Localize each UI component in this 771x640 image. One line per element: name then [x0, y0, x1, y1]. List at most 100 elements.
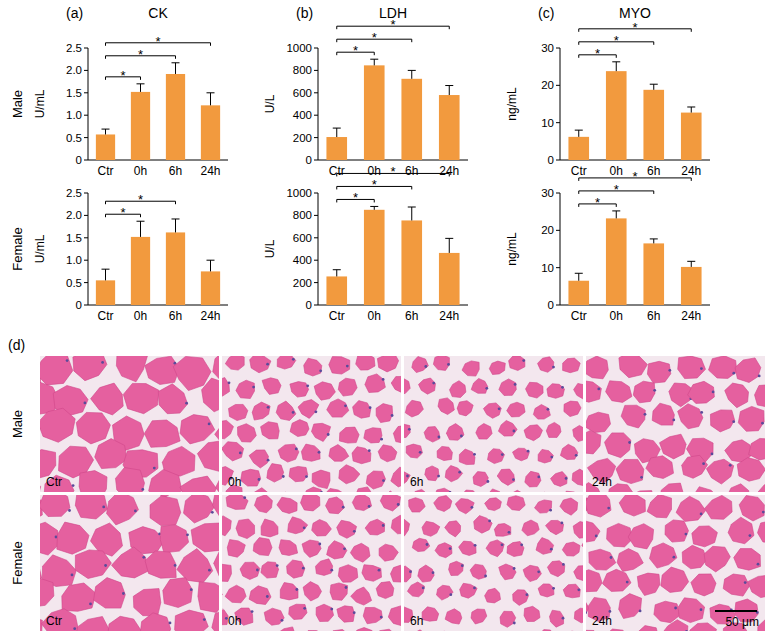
muscle-fiber	[252, 402, 270, 420]
nucleus	[644, 413, 647, 416]
x-tick-label: 6h	[405, 164, 418, 178]
nucleus	[639, 610, 642, 613]
nucleus	[318, 451, 321, 454]
muscle-fiber	[264, 608, 284, 625]
nucleus	[508, 531, 511, 534]
bar	[568, 137, 589, 160]
x-tick-label: 6h	[169, 309, 182, 323]
error-stem	[175, 63, 176, 74]
bar	[201, 271, 220, 305]
muscle-fiber	[661, 620, 688, 631]
error-stem	[578, 273, 579, 280]
muscle-fiber	[758, 521, 766, 544]
error-stem	[449, 86, 450, 96]
error-cap	[408, 207, 416, 208]
muscle-fiber	[499, 564, 516, 580]
muscle-fiber	[391, 515, 401, 534]
x-tick-label: 6h	[647, 164, 660, 178]
bar	[401, 220, 422, 305]
nucleus	[762, 511, 765, 514]
muscle-fiber	[460, 583, 477, 598]
muscle-fiber	[647, 495, 671, 518]
y-tick	[84, 160, 88, 161]
muscle-fiber	[604, 629, 629, 631]
y-tick-label: 1.0	[66, 254, 82, 266]
muscle-fiber	[404, 566, 411, 582]
error-bar	[575, 130, 583, 137]
muscle-fiber	[737, 458, 765, 482]
significance-label: *	[138, 47, 143, 62]
bar	[643, 243, 664, 305]
muscle-fiber	[589, 549, 616, 570]
muscle-fiber	[646, 456, 674, 479]
significance-label: *	[595, 195, 600, 210]
nucleus	[378, 569, 381, 572]
x-tick-label: 6h	[405, 309, 418, 323]
x-tick-label: 0h	[610, 164, 623, 178]
muscle-fiber	[574, 383, 583, 398]
nucleus	[513, 622, 516, 625]
nucleus	[501, 453, 504, 456]
nucleus	[498, 407, 501, 410]
muscle-fiber	[485, 498, 502, 511]
histology-panel: (d)MaleCtr0h6h24hFemaleCtr0h6h24h50 μm	[1, 320, 771, 640]
muscle-fiber	[497, 469, 515, 485]
image-label: 6h	[410, 614, 423, 628]
muscle-fiber	[485, 588, 501, 603]
nucleus	[122, 592, 125, 595]
y-axis	[318, 193, 319, 305]
error-stem	[616, 211, 617, 218]
error-cap	[207, 260, 215, 261]
muscle-fiber	[407, 582, 424, 597]
bar	[96, 134, 115, 160]
nucleus	[302, 567, 305, 570]
muscle-fiber	[351, 628, 372, 632]
muscle-fiber	[222, 420, 234, 438]
muscle-fiber	[149, 469, 182, 492]
y-tick	[314, 215, 318, 216]
y-tick	[314, 92, 318, 93]
error-cap	[612, 61, 620, 62]
nucleus	[295, 588, 298, 591]
nucleus	[353, 611, 356, 614]
nucleus	[295, 448, 298, 451]
nucleus	[471, 506, 474, 509]
muscle-fiber	[339, 465, 360, 484]
muscle-fiber	[562, 542, 580, 556]
muscle-fiber	[450, 381, 466, 398]
nucleus	[626, 581, 629, 584]
muscle-fiber	[150, 496, 181, 526]
muscle-fiber	[470, 564, 486, 579]
y-tick	[314, 193, 318, 194]
muscle-fiber	[582, 537, 583, 552]
nucleus	[432, 382, 435, 385]
muscle-fiber	[95, 439, 127, 469]
y-tick-label: 1000	[286, 187, 312, 199]
muscle-fiber	[338, 378, 357, 396]
bar-chart: ng/mL0102030Ctr0h6h24h***	[505, 169, 710, 323]
nucleus	[672, 419, 675, 422]
nucleus	[610, 556, 613, 559]
muscle-fiber	[606, 381, 632, 403]
panel-label: (c)	[538, 5, 554, 21]
nucleus	[318, 543, 321, 546]
image-label: 24h	[592, 475, 612, 489]
muscle-fiber	[290, 420, 309, 437]
error-stem	[411, 70, 412, 78]
nucleus	[266, 363, 269, 366]
error-bar	[612, 211, 620, 218]
muscle-fiber	[607, 523, 633, 547]
muscle-fiber	[306, 631, 325, 632]
error-stem	[175, 219, 176, 232]
y-tick-label: 0	[548, 154, 554, 166]
error-stem	[616, 62, 617, 71]
muscle-fiber	[393, 425, 401, 444]
nucleus	[685, 630, 688, 631]
bar	[568, 281, 589, 305]
muscle-fiber	[116, 468, 145, 493]
error-cap	[102, 269, 110, 270]
image-label: Ctr	[46, 614, 62, 628]
image-background	[404, 495, 583, 631]
muscle-fiber	[180, 415, 215, 444]
nucleus	[653, 389, 656, 392]
